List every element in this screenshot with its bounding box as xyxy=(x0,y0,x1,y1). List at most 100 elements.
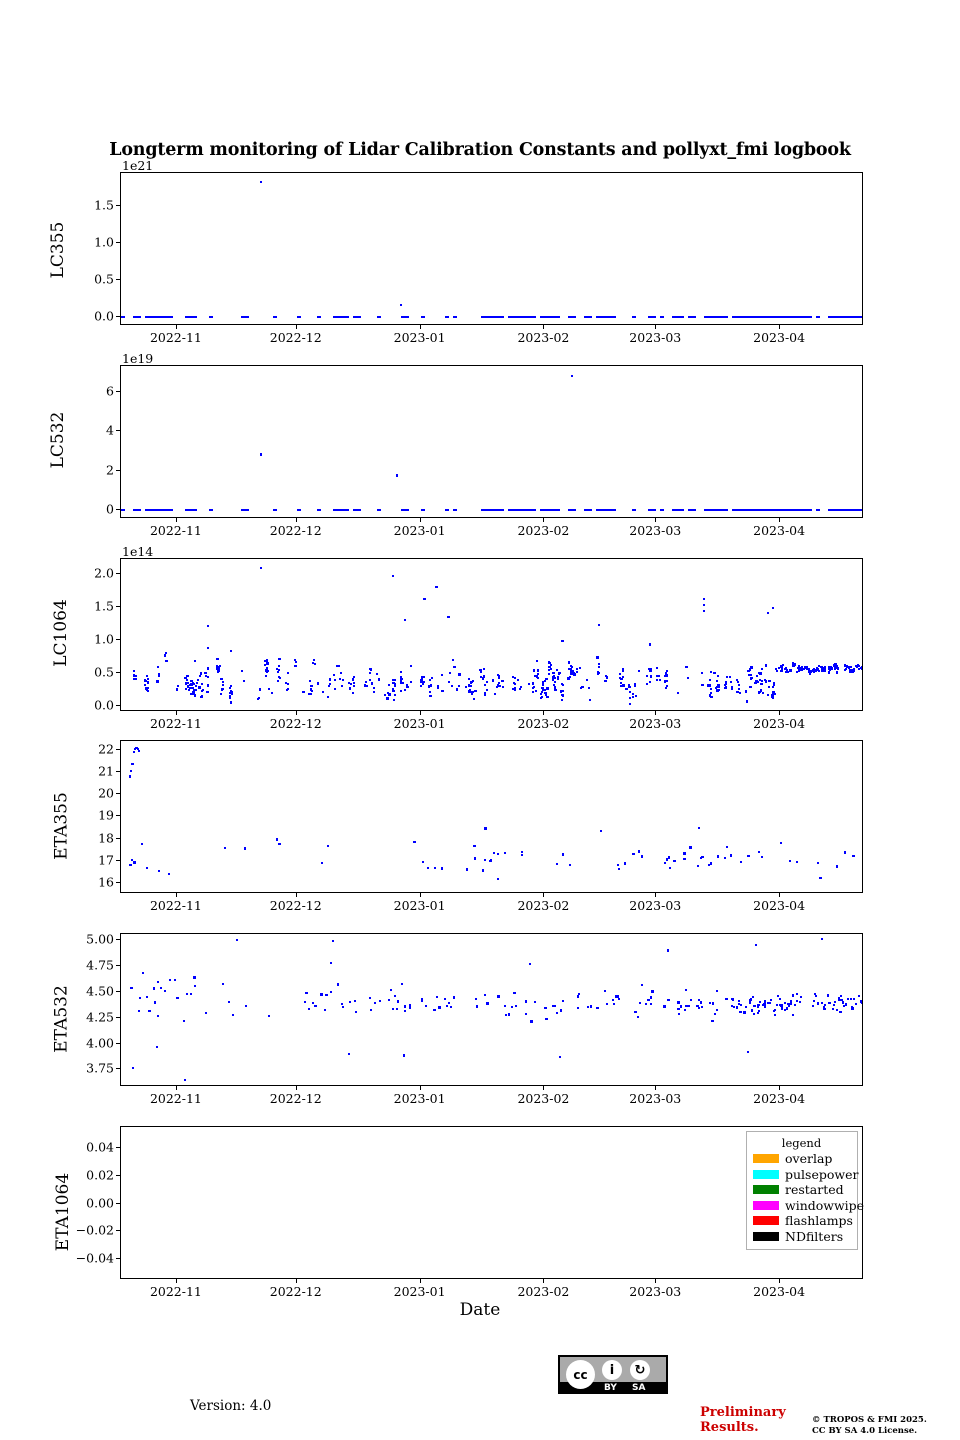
data-point xyxy=(204,671,207,674)
data-point xyxy=(749,685,752,689)
data-point xyxy=(496,878,499,881)
data-point xyxy=(732,1005,736,1008)
xtick-mark-5-5 xyxy=(779,1279,781,1283)
xtick-label-0-2: 2023-01 xyxy=(393,330,446,345)
data-point xyxy=(422,680,425,684)
data-point xyxy=(206,624,210,628)
data-point xyxy=(552,671,555,675)
data-point xyxy=(851,671,855,674)
data-point xyxy=(724,684,727,687)
data-point-baseline xyxy=(704,508,729,512)
data-point xyxy=(536,676,540,680)
data-point xyxy=(844,664,847,667)
data-point xyxy=(194,689,197,692)
data-point-baseline xyxy=(596,508,609,512)
data-point xyxy=(764,664,767,667)
data-point xyxy=(649,643,652,646)
ylabel-lc1064: LC1064 xyxy=(51,599,71,667)
legend-label-pulsepower: pulsepower xyxy=(785,1166,859,1182)
data-point xyxy=(831,1007,834,1010)
data-point xyxy=(707,684,710,687)
data-point-baseline xyxy=(584,508,593,512)
data-point xyxy=(731,686,734,689)
data-point xyxy=(701,671,704,674)
data-point-baseline xyxy=(184,315,197,319)
data-point xyxy=(312,659,316,662)
ytick-label-ETA532-2: 4.25 xyxy=(86,1009,114,1025)
data-point xyxy=(680,1005,683,1008)
data-point xyxy=(263,663,267,666)
data-point xyxy=(448,1001,451,1005)
data-point xyxy=(153,1001,156,1004)
data-point xyxy=(342,679,345,682)
data-point-baseline xyxy=(452,508,457,512)
ytick-label-ETA355-5: 21 xyxy=(98,763,114,779)
data-point xyxy=(130,986,133,990)
data-point xyxy=(193,659,197,662)
xtick-mark-1-0 xyxy=(175,518,177,522)
data-point-baseline xyxy=(376,315,381,319)
data-point xyxy=(737,684,740,687)
data-point xyxy=(709,1002,712,1005)
data-point xyxy=(665,684,668,687)
data-point xyxy=(484,693,487,696)
data-point xyxy=(655,678,658,682)
data-point xyxy=(612,1002,615,1006)
data-point xyxy=(184,682,187,685)
data-point xyxy=(646,674,649,677)
legend-swatch-flashlamps xyxy=(753,1216,779,1226)
data-point xyxy=(555,668,558,672)
data-point xyxy=(206,690,209,693)
data-point xyxy=(513,683,516,686)
data-point-baseline xyxy=(672,315,685,319)
data-point xyxy=(835,665,838,668)
data-point xyxy=(420,677,423,680)
data-point xyxy=(716,679,719,682)
data-point xyxy=(369,669,373,672)
data-point xyxy=(823,1003,826,1006)
xtick-label-3-2: 2023-01 xyxy=(393,898,446,913)
data-point xyxy=(132,669,136,672)
data-point xyxy=(440,673,443,676)
data-point xyxy=(821,669,824,672)
data-point xyxy=(553,677,557,680)
data-point xyxy=(481,677,484,680)
data-point xyxy=(668,856,671,859)
data-point xyxy=(844,1003,847,1006)
data-point xyxy=(718,688,721,691)
data-point xyxy=(539,697,543,700)
data-point xyxy=(266,670,269,674)
data-point xyxy=(743,1011,746,1014)
ytick-label-LC1064-3: 1.5 xyxy=(94,598,114,614)
data-point xyxy=(827,994,830,997)
data-point xyxy=(164,990,167,993)
data-point xyxy=(736,681,739,684)
data-point-baseline xyxy=(568,508,577,512)
data-point xyxy=(352,678,355,681)
data-point xyxy=(622,684,625,687)
data-point xyxy=(278,843,281,846)
data-point xyxy=(334,678,337,682)
xtick-mark-5-0 xyxy=(175,1279,177,1283)
data-point-baseline xyxy=(508,315,525,319)
data-point xyxy=(793,663,797,666)
legend-label-NDfilters: NDfilters xyxy=(785,1228,844,1244)
data-point xyxy=(579,686,583,689)
data-point xyxy=(552,1005,555,1008)
data-point xyxy=(337,983,340,986)
data-point xyxy=(517,679,520,682)
data-point xyxy=(403,688,406,692)
data-point-baseline xyxy=(272,315,277,319)
data-point xyxy=(779,841,782,845)
data-point xyxy=(709,694,712,697)
data-point xyxy=(855,665,858,669)
data-point-baseline xyxy=(420,315,425,319)
data-point-baseline xyxy=(420,508,425,512)
data-point xyxy=(410,664,413,667)
data-point xyxy=(146,866,149,869)
data-point-baseline xyxy=(828,508,856,512)
data-point xyxy=(834,1000,837,1003)
ytick-mark-LC1064-1 xyxy=(116,671,120,673)
data-point xyxy=(145,995,149,998)
xtick-mark-1-1 xyxy=(295,518,297,522)
